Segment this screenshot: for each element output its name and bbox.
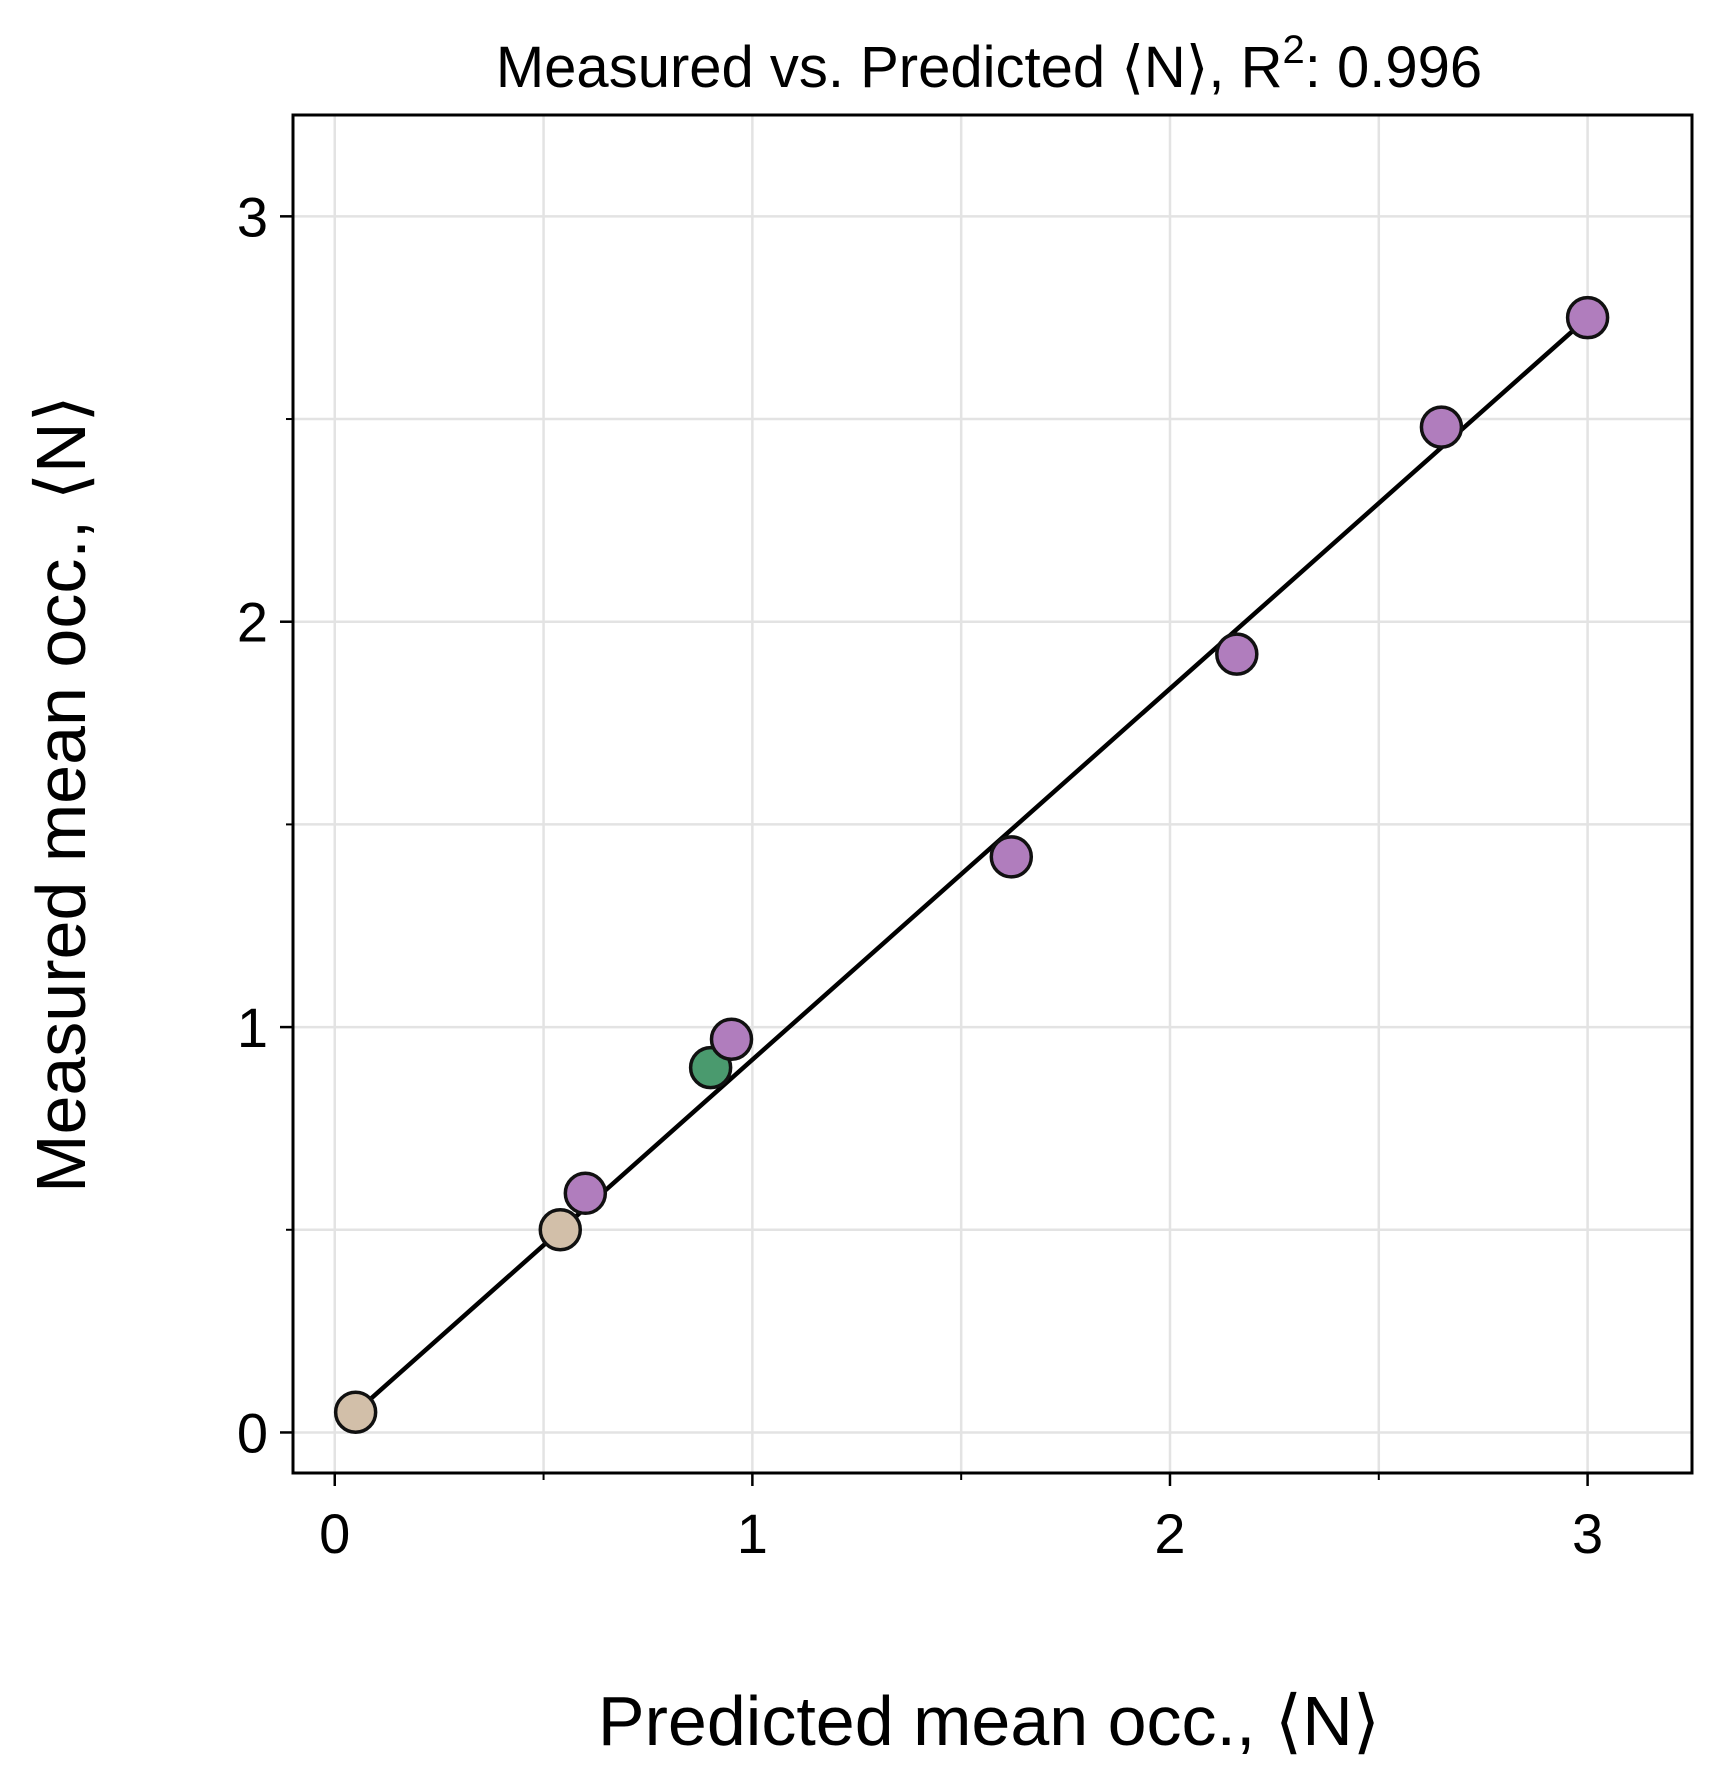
chart-title: Measured vs. Predicted ⟨N⟩, R2: 0.996 — [496, 28, 1482, 100]
axis-ticks: 0 1 2 3 0 1 2 3 — [237, 185, 1603, 1565]
x-tick-label: 0 — [319, 1502, 350, 1565]
data-point — [1419, 405, 1464, 449]
grid — [293, 115, 1692, 1473]
plot-frame — [291, 113, 1694, 1475]
fit-line — [354, 316, 1590, 1414]
data-point — [563, 1171, 608, 1216]
x-tick-label: 2 — [1154, 1502, 1185, 1565]
y-tick-label: 1 — [237, 996, 268, 1059]
data-point — [1215, 632, 1259, 676]
y-tick-label: 2 — [237, 591, 268, 654]
data-point — [1565, 295, 1610, 340]
data-point — [989, 835, 1034, 879]
y-axis-label: Measured mean occ., ⟨N⟩ — [22, 395, 100, 1193]
data-point — [709, 1017, 754, 1062]
y-tick-label: 0 — [237, 1401, 268, 1464]
x-tick-label: 1 — [737, 1502, 768, 1565]
y-tick-label: 3 — [237, 185, 268, 248]
chart-title-prefix: Measured vs. Predicted ⟨N⟩, R — [496, 35, 1283, 100]
chart-title-suffix: : 0.996 — [1305, 35, 1482, 100]
data-point — [538, 1208, 583, 1252]
data-point — [333, 1390, 378, 1434]
chart-title-superscript: 2 — [1283, 28, 1305, 72]
x-tick-label: 3 — [1572, 1502, 1603, 1565]
data-points — [333, 295, 1610, 1434]
x-axis-label: Predicted mean occ., ⟨N⟩ — [598, 1682, 1380, 1760]
